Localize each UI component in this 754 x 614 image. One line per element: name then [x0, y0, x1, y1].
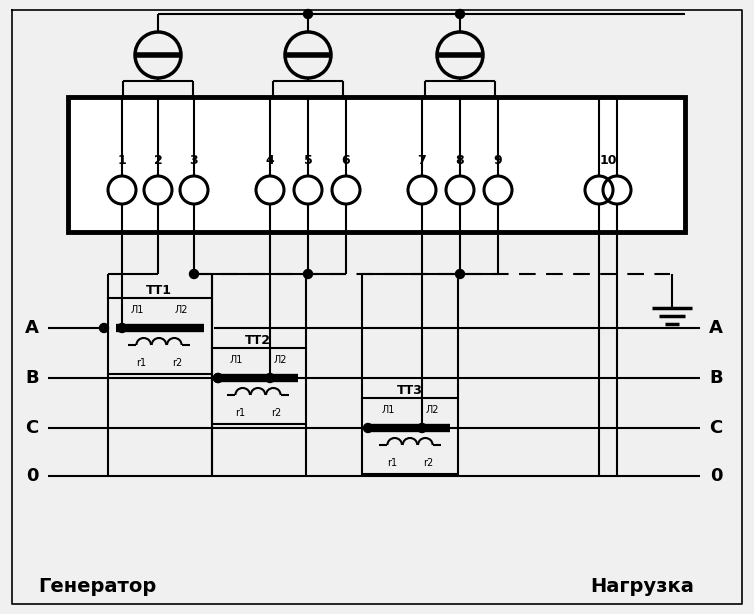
Text: 3: 3 [190, 154, 198, 166]
Text: B: B [25, 369, 38, 387]
Text: r1: r1 [235, 408, 245, 418]
Text: 7: 7 [418, 154, 426, 166]
Text: Л1: Л1 [382, 405, 394, 415]
Circle shape [213, 373, 222, 383]
Text: 1: 1 [118, 154, 127, 166]
Circle shape [118, 324, 127, 333]
Text: r2: r2 [423, 458, 433, 468]
Text: ТТ1: ТТ1 [146, 284, 172, 297]
Text: A: A [25, 319, 39, 337]
Text: r2: r2 [271, 408, 281, 418]
Text: Нагрузка: Нагрузка [590, 577, 694, 596]
Circle shape [304, 9, 312, 18]
Text: 6: 6 [342, 154, 351, 166]
Text: Л2: Л2 [425, 405, 439, 415]
Text: Л2: Л2 [273, 355, 287, 365]
Text: 0: 0 [710, 467, 722, 485]
Circle shape [213, 373, 222, 383]
Text: Генератор: Генератор [38, 577, 156, 596]
Text: C: C [710, 419, 722, 437]
Bar [68, 97, 685, 232]
Circle shape [418, 424, 427, 432]
Circle shape [265, 373, 274, 383]
Circle shape [455, 270, 464, 279]
Text: 2: 2 [154, 154, 162, 166]
Text: ТТ3: ТТ3 [397, 384, 423, 397]
Text: Л1: Л1 [229, 355, 243, 365]
Circle shape [363, 424, 372, 432]
Text: C: C [26, 419, 38, 437]
Text: 5: 5 [304, 154, 312, 166]
Text: Л2: Л2 [174, 305, 188, 315]
Circle shape [100, 324, 109, 333]
Text: 9: 9 [494, 154, 502, 166]
Text: r2: r2 [172, 358, 182, 368]
Text: 0: 0 [26, 467, 38, 485]
Text: r1: r1 [136, 358, 146, 368]
Circle shape [455, 9, 464, 18]
Circle shape [304, 270, 312, 279]
Circle shape [189, 270, 198, 279]
Text: 4: 4 [265, 154, 274, 166]
Text: 10: 10 [599, 154, 617, 166]
Text: A: A [709, 319, 723, 337]
Text: Л1: Л1 [130, 305, 144, 315]
Text: 8: 8 [455, 154, 464, 166]
Text: r1: r1 [387, 458, 397, 468]
Text: B: B [710, 369, 723, 387]
Text: ТТ2: ТТ2 [245, 333, 271, 346]
